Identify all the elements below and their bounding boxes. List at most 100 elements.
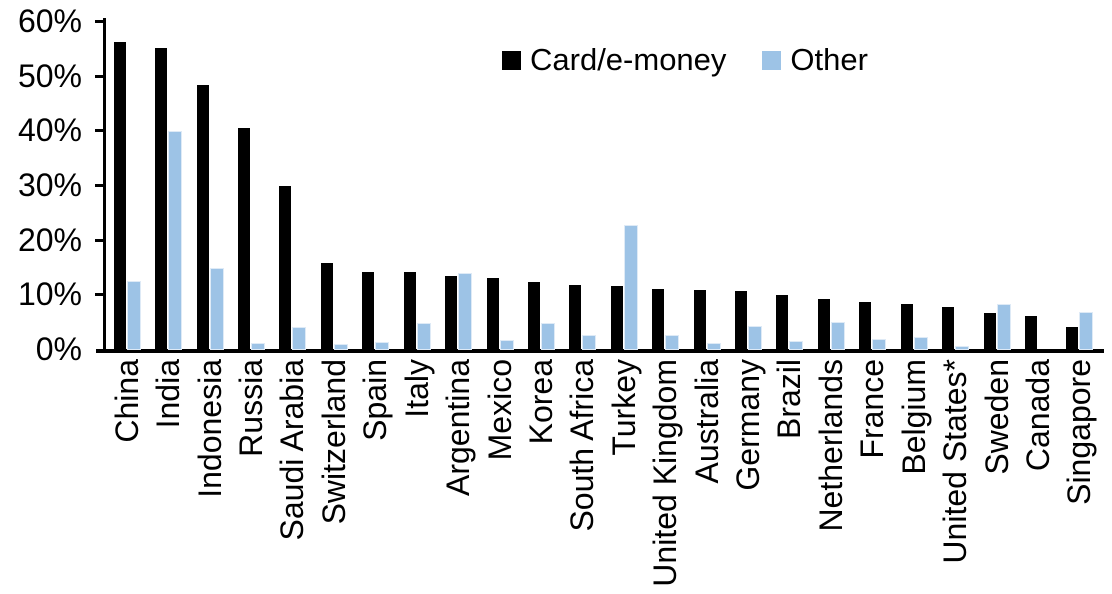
x-label-cell-switzerland: Switzerland: [313, 359, 354, 591]
bar-other-south-africa: [583, 336, 596, 349]
x-label-cell-saudi-arabia: Saudi Arabia: [272, 359, 313, 591]
bar-group-germany: [727, 21, 768, 349]
x-axis-label: France: [854, 359, 891, 459]
bar-card-e-money-singapore: [1066, 327, 1079, 349]
x-label-cell-sweden: Sweden: [976, 359, 1017, 591]
bar-card-e-money-turkey: [610, 286, 623, 349]
x-axis-label: United Kingdom: [647, 359, 684, 587]
bar-card-e-money-korea: [527, 282, 540, 349]
bar-other-turkey: [624, 226, 637, 349]
bar-other-netherlands: [831, 323, 844, 349]
y-axis-line: [103, 18, 106, 352]
bar-other-spain: [376, 343, 389, 349]
x-axis-label: Argentina: [440, 359, 477, 496]
y-tick-label: 30%: [17, 167, 82, 203]
y-tick-label: 50%: [17, 57, 82, 94]
bar-card-e-money-france: [859, 302, 872, 349]
bar-card-e-money-russia: [237, 128, 250, 349]
x-label-cell-united-kingdom: United Kingdom: [644, 359, 685, 591]
bar-group-italy: [396, 21, 437, 349]
x-label-cell-canada: Canada: [1017, 359, 1058, 591]
bar-group-south-africa: [562, 21, 603, 349]
bar-other-sweden: [997, 305, 1010, 349]
bar-group-saudi-arabia: [272, 21, 313, 349]
bar-group-russia: [230, 21, 271, 349]
x-label-cell-singapore: Singapore: [1059, 359, 1100, 591]
bar-card-e-money-netherlands: [817, 299, 830, 349]
bar-group-united-kingdom: [644, 21, 685, 349]
bar-group-turkey: [603, 21, 644, 349]
x-label-cell-korea: Korea: [520, 359, 561, 591]
x-axis-label: South Africa: [564, 359, 601, 532]
x-label-cell-australia: Australia: [686, 359, 727, 591]
x-axis-label: Belgium: [895, 359, 932, 475]
x-label-cell-netherlands: Netherlands: [810, 359, 851, 591]
x-label-cell-brazil: Brazil: [769, 359, 810, 591]
x-label-cell-france: France: [852, 359, 893, 591]
bar-card-e-money-brazil: [776, 295, 789, 349]
x-axis-label: Singapore: [1061, 359, 1098, 505]
bar-group-korea: [520, 21, 561, 349]
y-axis-tick: [95, 184, 104, 187]
x-label-cell-spain: Spain: [355, 359, 396, 591]
bar-group-france: [852, 21, 893, 349]
x-label-cell-russia: Russia: [230, 359, 271, 591]
bar-card-e-money-south-africa: [569, 285, 582, 349]
bar-card-e-money-mexico: [486, 278, 499, 349]
bar-group-india: [147, 21, 188, 349]
bar-card-e-money-china: [113, 42, 126, 349]
x-axis-label: Korea: [522, 359, 559, 445]
x-axis-label: United States*: [937, 359, 974, 564]
x-label-cell-india: India: [147, 359, 188, 591]
x-axis-label: Germany: [730, 359, 767, 491]
y-tick-label: 10%: [17, 276, 82, 313]
bar-group-indonesia: [189, 21, 230, 349]
bar-other-united-kingdom: [666, 336, 679, 349]
legend: Card/e-money Other: [502, 44, 868, 76]
bar-card-e-money-sweden: [983, 313, 996, 349]
bar-card-e-money-canada: [1024, 316, 1037, 349]
x-label-cell-south-africa: South Africa: [562, 359, 603, 591]
bar-other-belgium: [914, 338, 927, 349]
x-axis-label: China: [108, 359, 145, 443]
bar-card-e-money-saudi-arabia: [279, 186, 292, 349]
y-axis-tick: [95, 74, 104, 78]
bar-group-sweden: [976, 21, 1017, 349]
bar-card-e-money-spain: [362, 272, 375, 349]
bar-group-belgium: [893, 21, 934, 349]
x-label-cell-indonesia: Indonesia: [189, 359, 230, 591]
legend-label-other: Other: [790, 42, 868, 77]
bar-card-e-money-belgium: [900, 304, 913, 349]
bar-other-mexico: [500, 341, 513, 349]
x-axis-label: Italy: [398, 359, 435, 418]
bar-card-e-money-united-kingdom: [652, 289, 665, 349]
y-axis-tick: [95, 129, 104, 133]
x-axis-label: Canada: [1019, 359, 1056, 472]
x-label-cell-united-states: United States*: [934, 359, 975, 591]
x-axis-label: Sweden: [978, 359, 1015, 475]
y-tick-label: 0%: [35, 331, 82, 367]
x-axis-line: [96, 349, 1104, 353]
bar-card-e-money-india: [155, 48, 168, 349]
bar-other-singapore: [1080, 313, 1093, 349]
bar-card-e-money-indonesia: [196, 85, 209, 349]
bar-group-brazil: [769, 21, 810, 349]
bar-other-argentina: [459, 274, 472, 349]
x-axis-label: Spain: [357, 359, 394, 441]
x-label-cell-argentina: Argentina: [437, 359, 478, 591]
x-axis-label: Australia: [688, 359, 725, 484]
bar-group-switzerland: [313, 21, 354, 349]
bar-group-argentina: [437, 21, 478, 349]
x-label-cell-china: China: [106, 359, 147, 591]
legend-label-card: Card/e-money: [530, 42, 727, 77]
bar-group-singapore: [1059, 21, 1100, 349]
x-axis-label: Brazil: [771, 359, 808, 440]
y-axis-tick: [95, 20, 104, 23]
bar-other-china: [127, 282, 140, 349]
bar-card-e-money-australia: [693, 290, 706, 349]
bar-card-e-money-argentina: [445, 276, 458, 349]
bar-card-e-money-united-states: [942, 307, 955, 349]
legend-swatch-other-icon: [762, 50, 782, 70]
x-label-cell-italy: Italy: [396, 359, 437, 591]
bar-other-australia: [707, 344, 720, 349]
